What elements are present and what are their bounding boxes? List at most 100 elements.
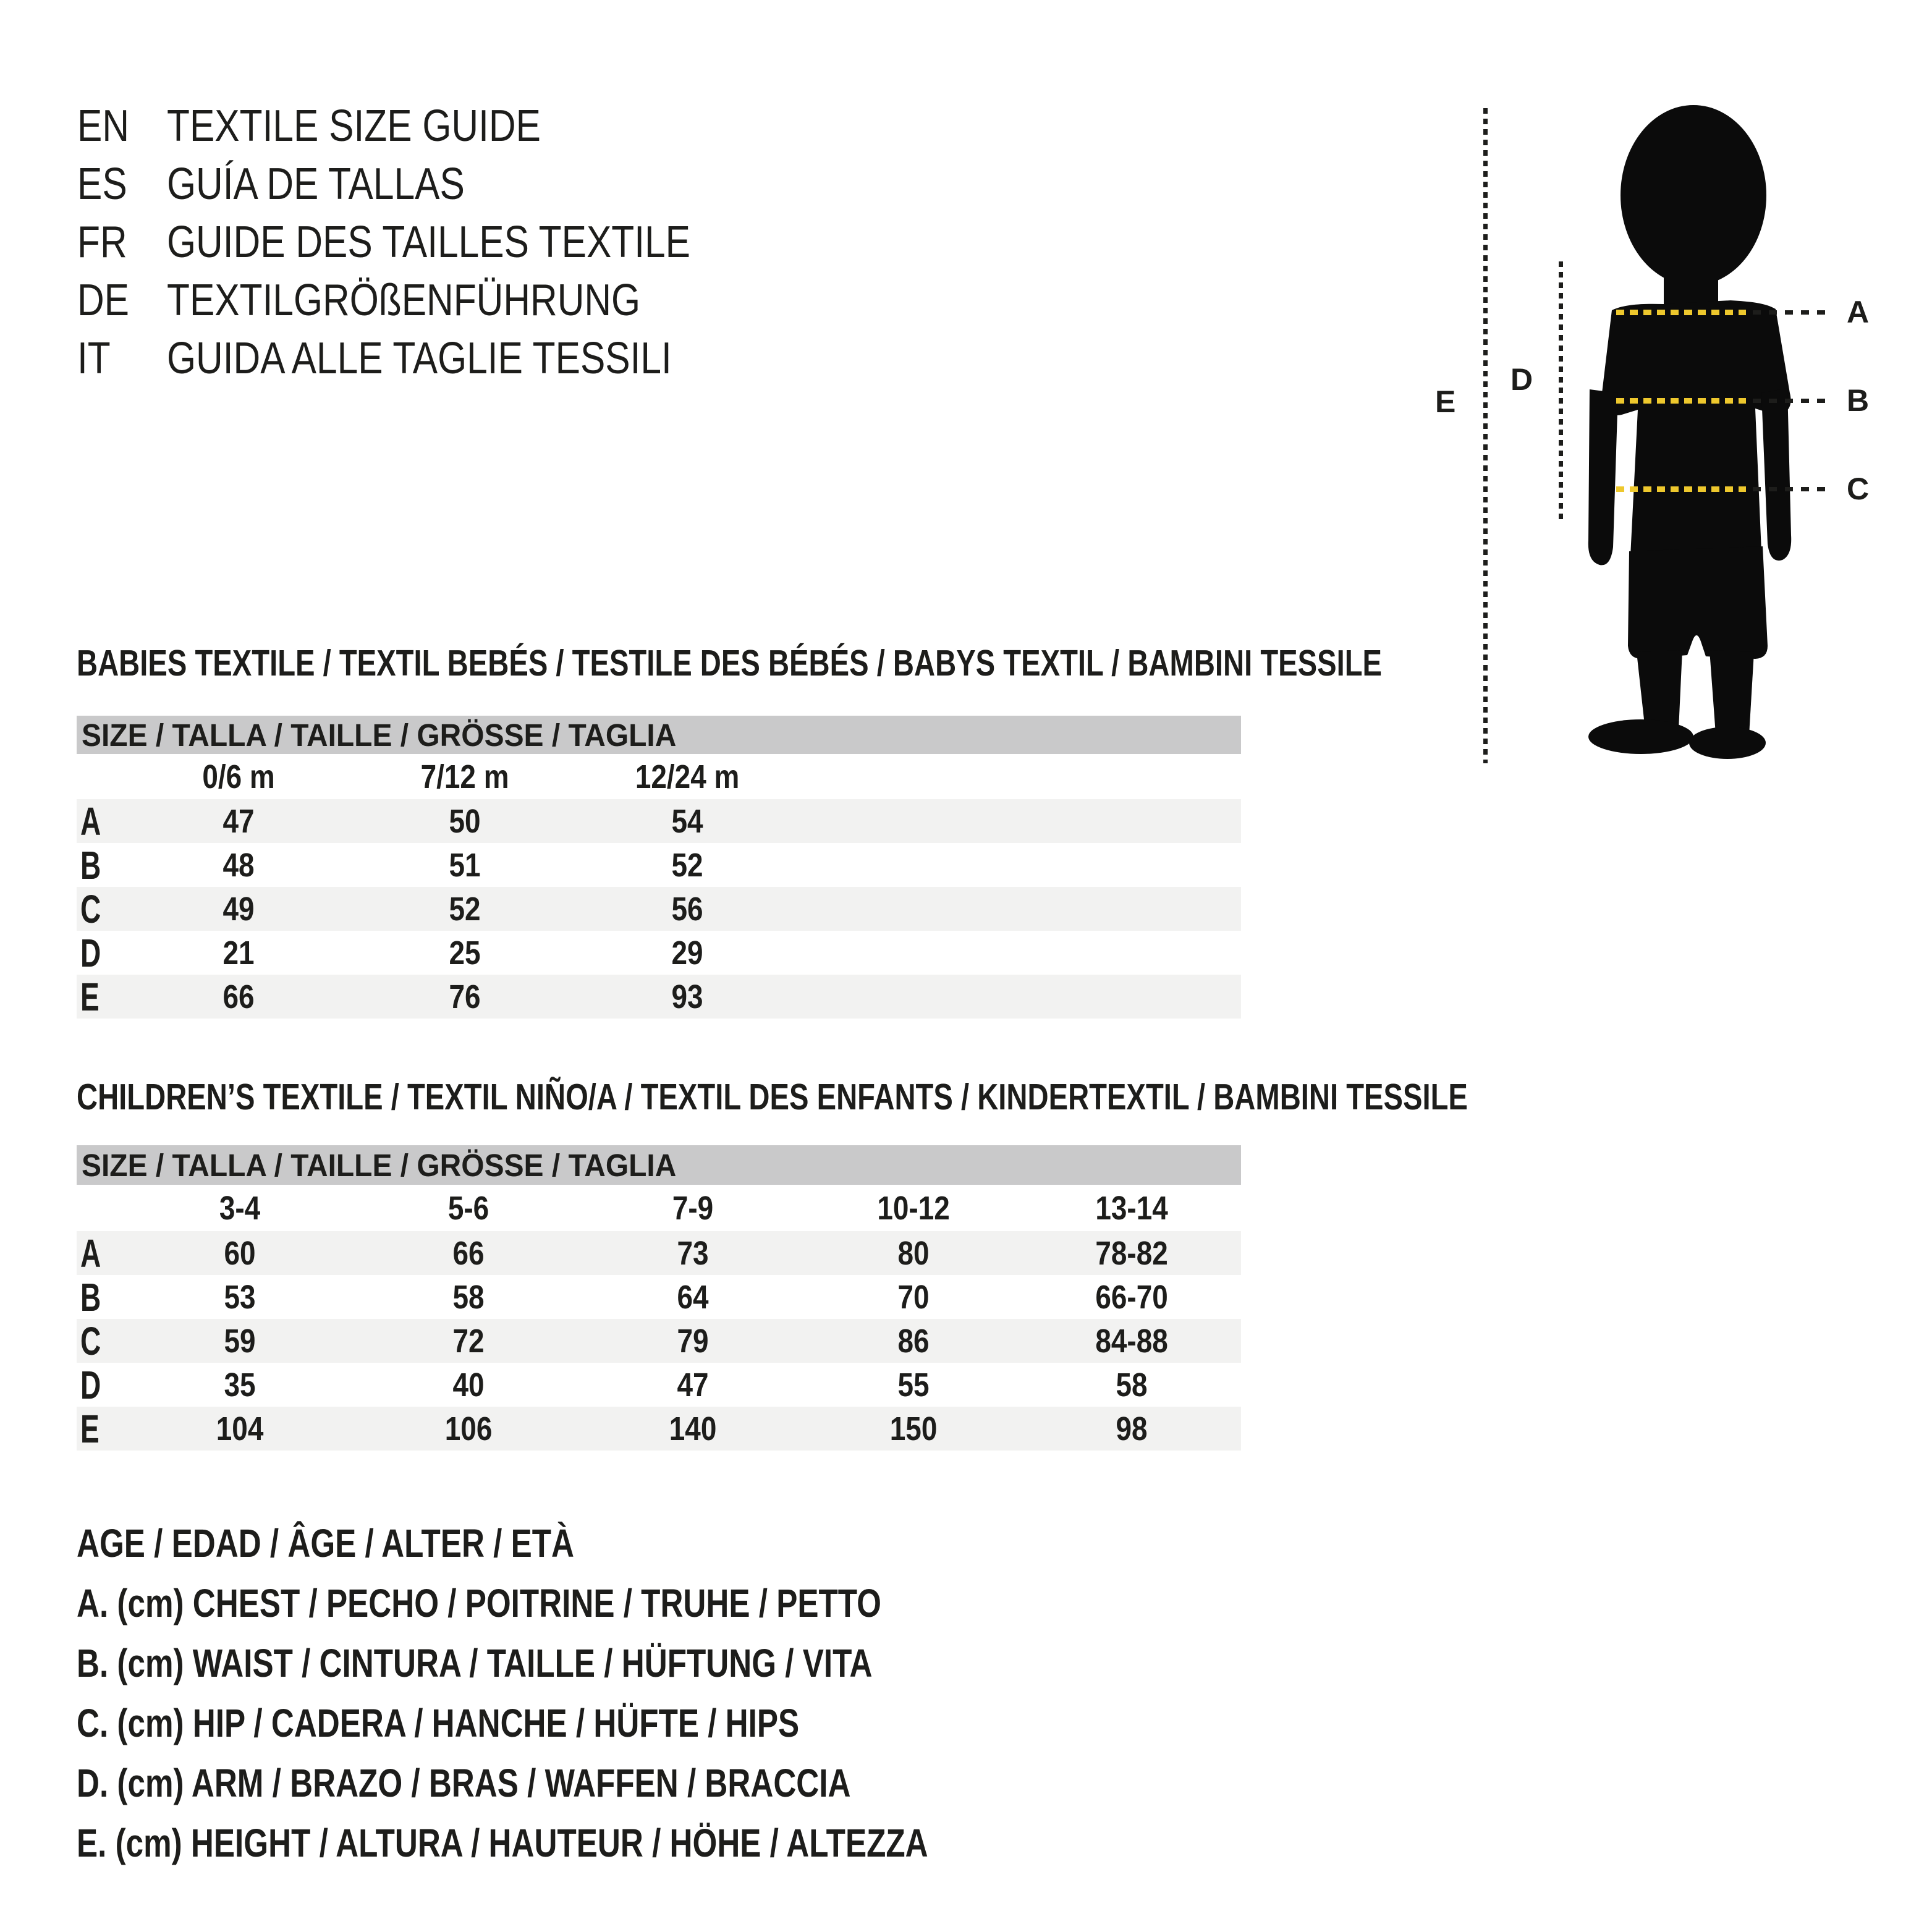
lang-title: GUIDA ALLE TAGLIE TESSILI bbox=[167, 333, 768, 384]
table-cell: 76 bbox=[449, 978, 481, 1015]
table-cell: 58 bbox=[452, 1278, 485, 1316]
column-header-spacer bbox=[77, 754, 124, 799]
lang-code: EN bbox=[77, 101, 167, 151]
row-label: A bbox=[80, 1231, 101, 1276]
lang-title-text: TEXTILGRÖßENFÜHRUNG bbox=[167, 276, 641, 325]
table-cell: 48 bbox=[222, 846, 255, 884]
table-row: B 53 58 64 70 66-70 bbox=[77, 1275, 1241, 1320]
table-cell: 78-82 bbox=[1095, 1234, 1168, 1272]
table-cell: 140 bbox=[669, 1410, 717, 1447]
table-row: C 49 52 56 bbox=[77, 887, 1241, 931]
arm-line-d bbox=[1559, 261, 1563, 522]
table-cell: 47 bbox=[677, 1366, 709, 1404]
waist-line-b-leader bbox=[1753, 399, 1828, 403]
table-cell: 40 bbox=[452, 1366, 485, 1404]
silhouette-left-arm bbox=[1588, 389, 1618, 566]
lang-code: IT bbox=[77, 333, 167, 384]
table-cell: 64 bbox=[677, 1278, 709, 1316]
measurement-legend: AGE / EDAD / ÂGE / ALTER / ETÀ A. (cm) C… bbox=[77, 1513, 1141, 1873]
table-cell: 53 bbox=[224, 1278, 256, 1316]
size-header-text: SIZE / TALLA / TAILLE / GRÖSSE / TAGLIA bbox=[82, 717, 677, 753]
table-cell: 35 bbox=[224, 1366, 256, 1404]
column-header: 3-4 bbox=[219, 1189, 261, 1227]
lang-row-en: EN TEXTILE SIZE GUIDE bbox=[77, 97, 790, 155]
table-cell: 150 bbox=[889, 1410, 937, 1447]
hip-line-c-leader bbox=[1753, 487, 1828, 491]
table-row: D 21 25 29 bbox=[77, 931, 1241, 975]
table-cell: 51 bbox=[449, 846, 481, 884]
child-silhouette bbox=[1588, 105, 1792, 759]
legend-line-chest: A. (cm) CHEST / PECHO / POITRINE / TRUHE… bbox=[77, 1580, 881, 1625]
table-cell: 66 bbox=[222, 978, 255, 1015]
table-row: B 48 51 52 bbox=[77, 843, 1241, 888]
silhouette-right-leg bbox=[1710, 650, 1754, 735]
table-row: D 35 40 47 55 58 bbox=[77, 1363, 1241, 1407]
hip-line-c-yellow bbox=[1616, 486, 1746, 492]
table-cell: 54 bbox=[671, 802, 703, 840]
table-row: E 66 76 93 bbox=[77, 975, 1241, 1019]
size-header-bar: SIZE / TALLA / TAILLE / GRÖSSE / TAGLIA bbox=[77, 1145, 1241, 1185]
row-label: E bbox=[80, 974, 100, 1019]
column-header: 7-9 bbox=[672, 1189, 714, 1227]
lang-title: TEXTILGRÖßENFÜHRUNG bbox=[167, 275, 731, 326]
table-cell: 60 bbox=[224, 1234, 256, 1272]
table-cell: 104 bbox=[216, 1410, 264, 1447]
lang-code-text: FR bbox=[77, 218, 127, 267]
table-cell: 73 bbox=[677, 1234, 709, 1272]
silhouette-shirt bbox=[1601, 300, 1791, 556]
row-label: E bbox=[80, 1406, 100, 1451]
lang-row-es: ES GUÍA DE TALLAS bbox=[77, 155, 790, 213]
size-header-bar: SIZE / TALLA / TAILLE / GRÖSSE / TAGLIA bbox=[77, 716, 1241, 754]
table-cell: 79 bbox=[677, 1322, 709, 1360]
table-cell: 80 bbox=[897, 1234, 930, 1272]
lang-title-text: TEXTILE SIZE GUIDE bbox=[167, 101, 541, 151]
chest-line-a-leader bbox=[1753, 310, 1828, 315]
table-cell: 50 bbox=[449, 802, 481, 840]
table-cell: 29 bbox=[671, 934, 703, 972]
legend-line-arm: D. (cm) ARM / BRAZO / BRAS / WAFFEN / BR… bbox=[77, 1760, 851, 1805]
column-header: 13-14 bbox=[1095, 1189, 1168, 1227]
measure-label-e: E bbox=[1435, 384, 1456, 419]
table-cell: 86 bbox=[897, 1322, 930, 1360]
children-size-table: SIZE / TALLA / TAILLE / GRÖSSE / TAGLIA … bbox=[77, 1145, 1241, 1451]
lang-code-text: ES bbox=[77, 159, 127, 209]
measure-label-b: B bbox=[1847, 383, 1870, 418]
lang-code: ES bbox=[77, 159, 167, 210]
lang-title: GUÍA DE TALLAS bbox=[167, 159, 522, 210]
table-cell: 52 bbox=[449, 890, 481, 928]
lang-code-text: EN bbox=[77, 101, 130, 151]
column-header-spacer bbox=[77, 1185, 124, 1231]
table-row: A 60 66 73 80 78-82 bbox=[77, 1231, 1241, 1276]
lang-code: DE bbox=[77, 275, 167, 326]
table-cell: 84-88 bbox=[1095, 1322, 1168, 1360]
table-cell: 47 bbox=[222, 802, 255, 840]
lang-title-text: GUÍA DE TALLAS bbox=[167, 159, 465, 209]
height-line-e bbox=[1483, 108, 1488, 763]
silhouette-right-arm bbox=[1761, 388, 1792, 561]
lang-title: GUIDE DES TAILLES TEXTILE bbox=[167, 217, 790, 268]
lang-title: TEXTILE SIZE GUIDE bbox=[167, 101, 612, 151]
lang-code-text: IT bbox=[77, 334, 111, 383]
lang-code: FR bbox=[77, 217, 167, 268]
silhouette-head bbox=[1621, 105, 1766, 286]
table-cell: 72 bbox=[452, 1322, 485, 1360]
table-cell: 106 bbox=[444, 1410, 493, 1447]
table-row: C 59 72 79 86 84-88 bbox=[77, 1319, 1241, 1363]
row-label: D bbox=[80, 930, 101, 975]
measure-label-a: A bbox=[1847, 295, 1870, 329]
measure-label-c: C bbox=[1847, 472, 1870, 506]
babies-section-heading: BABIES TEXTILE / TEXTIL BEBÉS / TESTILE … bbox=[77, 643, 1383, 684]
silhouette-right-foot bbox=[1689, 727, 1766, 759]
table-cell: 56 bbox=[671, 890, 703, 928]
language-title-list: EN TEXTILE SIZE GUIDE ES GUÍA DE TALLAS … bbox=[77, 97, 790, 388]
table-cell: 66-70 bbox=[1095, 1278, 1168, 1316]
table-cell: 98 bbox=[1116, 1410, 1148, 1447]
column-header-row: 3-4 5-6 7-9 10-12 13-14 bbox=[77, 1185, 1241, 1231]
row-label: A bbox=[80, 799, 101, 844]
silhouette-shorts bbox=[1628, 546, 1768, 659]
table-cell: 52 bbox=[671, 846, 703, 884]
table-cell: 58 bbox=[1116, 1366, 1148, 1404]
row-label: C bbox=[80, 1318, 101, 1363]
column-header: 12/24 m bbox=[635, 758, 740, 795]
lang-row-it: IT GUIDA ALLE TAGLIE TESSILI bbox=[77, 329, 790, 388]
